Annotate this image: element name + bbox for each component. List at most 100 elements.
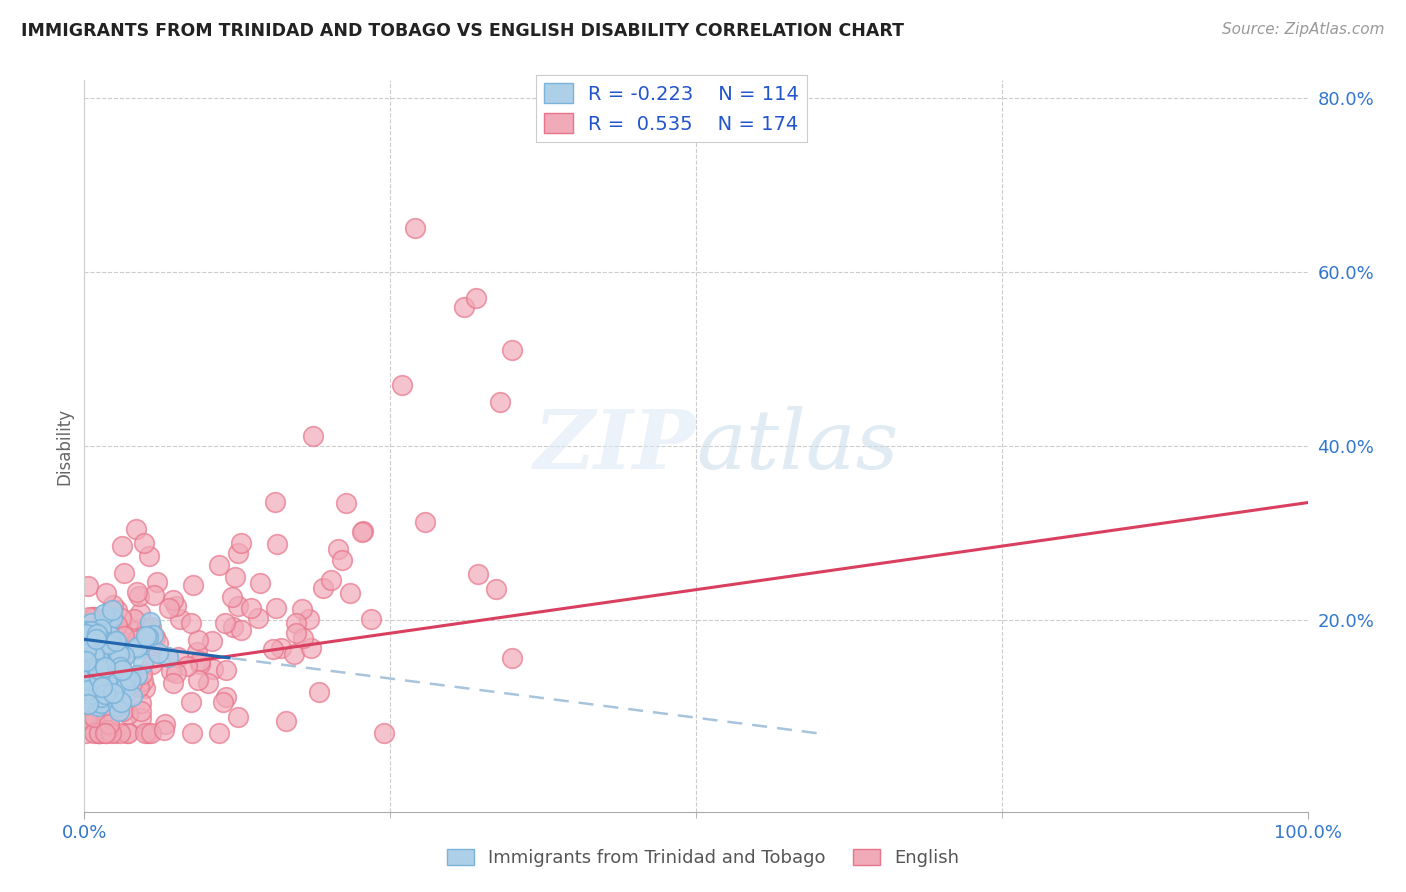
Point bbox=[291, 602, 314, 616]
Point bbox=[165, 666, 187, 681]
Point bbox=[83, 724, 105, 739]
Point bbox=[89, 726, 111, 740]
Point bbox=[162, 675, 184, 690]
Point bbox=[104, 634, 127, 648]
Point bbox=[115, 726, 138, 740]
Point bbox=[311, 581, 333, 595]
Point bbox=[124, 522, 146, 536]
Point bbox=[136, 726, 159, 740]
Point bbox=[82, 640, 104, 655]
Point bbox=[125, 585, 148, 599]
Point bbox=[82, 671, 104, 685]
Point bbox=[82, 676, 104, 690]
Point bbox=[87, 642, 110, 657]
Point bbox=[108, 647, 131, 661]
Point bbox=[93, 607, 115, 621]
Point bbox=[489, 395, 512, 409]
Point bbox=[141, 657, 163, 671]
Point bbox=[145, 575, 167, 590]
Point bbox=[97, 637, 120, 651]
Point bbox=[97, 670, 120, 684]
Point bbox=[404, 221, 426, 235]
Point bbox=[76, 673, 98, 688]
Point bbox=[98, 609, 121, 624]
Point bbox=[86, 626, 108, 640]
Point bbox=[134, 726, 156, 740]
Point bbox=[79, 681, 101, 695]
Point bbox=[105, 603, 128, 617]
Point bbox=[83, 664, 105, 678]
Point bbox=[83, 709, 105, 723]
Point bbox=[335, 496, 357, 510]
Point bbox=[80, 625, 103, 640]
Point bbox=[100, 634, 122, 648]
Point bbox=[76, 579, 98, 593]
Point bbox=[136, 621, 159, 635]
Point bbox=[87, 637, 110, 651]
Point bbox=[89, 660, 111, 674]
Point bbox=[90, 696, 112, 710]
Point bbox=[101, 615, 124, 630]
Point bbox=[143, 630, 166, 644]
Point bbox=[98, 611, 121, 625]
Point bbox=[77, 717, 100, 731]
Point bbox=[86, 689, 108, 703]
Point bbox=[153, 716, 176, 731]
Point bbox=[87, 660, 110, 674]
Point bbox=[142, 628, 165, 642]
Point bbox=[94, 684, 117, 698]
Point bbox=[249, 576, 271, 591]
Point bbox=[94, 660, 117, 674]
Text: IMMIGRANTS FROM TRINIDAD AND TOBAGO VS ENGLISH DISABILITY CORRELATION CHART: IMMIGRANTS FROM TRINIDAD AND TOBAGO VS E… bbox=[21, 22, 904, 40]
Point bbox=[82, 609, 104, 624]
Point bbox=[101, 637, 124, 651]
Point bbox=[100, 726, 122, 740]
Point bbox=[90, 635, 112, 649]
Point bbox=[87, 726, 110, 740]
Point bbox=[228, 546, 250, 560]
Point bbox=[247, 610, 270, 624]
Point bbox=[75, 673, 97, 687]
Point bbox=[97, 640, 120, 655]
Point bbox=[83, 654, 105, 668]
Point bbox=[75, 661, 97, 675]
Point bbox=[180, 695, 202, 709]
Point bbox=[502, 343, 524, 358]
Point bbox=[352, 524, 374, 538]
Point bbox=[75, 698, 97, 712]
Point bbox=[108, 704, 131, 718]
Point bbox=[87, 637, 110, 651]
Point bbox=[117, 726, 139, 740]
Point bbox=[83, 666, 105, 681]
Point bbox=[76, 647, 98, 661]
Point bbox=[229, 536, 252, 550]
Point bbox=[90, 654, 112, 668]
Point bbox=[93, 668, 115, 682]
Point bbox=[77, 637, 100, 651]
Point bbox=[114, 681, 136, 695]
Point bbox=[84, 635, 107, 649]
Point bbox=[80, 615, 103, 630]
Point bbox=[110, 644, 132, 658]
Point bbox=[79, 660, 101, 674]
Point bbox=[89, 648, 111, 662]
Point bbox=[135, 622, 157, 636]
Point bbox=[117, 707, 139, 722]
Point bbox=[101, 664, 124, 678]
Point bbox=[75, 643, 97, 657]
Point bbox=[319, 574, 342, 588]
Point bbox=[339, 585, 361, 599]
Point bbox=[100, 611, 122, 625]
Point bbox=[110, 610, 132, 624]
Point bbox=[75, 643, 97, 657]
Point bbox=[153, 723, 176, 737]
Point bbox=[187, 673, 209, 687]
Point bbox=[83, 639, 105, 653]
Point bbox=[105, 644, 128, 658]
Point bbox=[143, 588, 166, 602]
Point bbox=[91, 612, 114, 626]
Point bbox=[208, 558, 231, 573]
Point bbox=[262, 642, 284, 657]
Point bbox=[110, 698, 132, 712]
Point bbox=[283, 647, 305, 661]
